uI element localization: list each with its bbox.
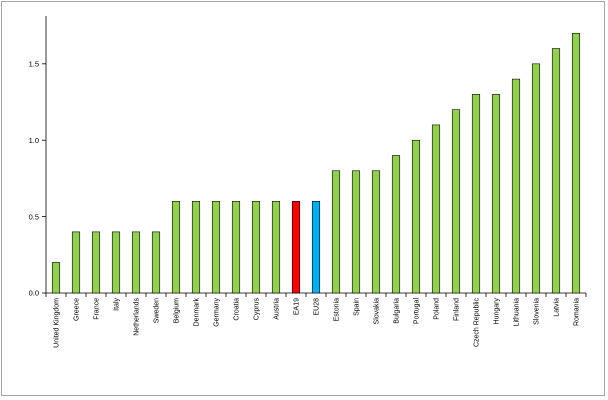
x-category-label: Greece — [74, 298, 81, 321]
x-category-label: Czech Republic — [474, 298, 481, 348]
x-category-label: Latvia — [554, 298, 561, 317]
bar-austria — [271, 201, 281, 294]
x-category-label: Belgium — [174, 298, 181, 323]
bar-finland — [451, 109, 461, 294]
bar-united-kingdom — [51, 262, 61, 294]
x-category-label: Romania — [574, 298, 581, 326]
y-tick-label: 0.5 — [29, 212, 39, 221]
bar-portugal — [411, 139, 421, 294]
bar-greece — [71, 231, 81, 294]
x-category-label: Hungary — [494, 298, 501, 325]
bar-germany — [211, 201, 221, 294]
bar-italy — [111, 231, 121, 294]
bar-belgium — [171, 201, 181, 294]
x-category-label: Germany — [214, 298, 221, 327]
bar-denmark — [191, 201, 201, 294]
x-category-label: EU28 — [314, 298, 321, 316]
bar-poland — [431, 124, 441, 294]
x-category-label: Slovenia — [534, 298, 541, 325]
bar-france — [91, 231, 101, 294]
bar-cyprus — [251, 201, 261, 294]
x-category-label: Poland — [434, 298, 441, 320]
bar-lithuania — [511, 78, 521, 294]
x-category-label: Finland — [454, 298, 461, 321]
bar-bulgaria — [391, 155, 401, 294]
x-category-label: Bulgaria — [394, 298, 401, 324]
bar-eu28 — [311, 201, 321, 294]
x-category-label: Slovakia — [374, 298, 381, 325]
x-category-label: Estonia — [334, 298, 341, 321]
bar-czech-republic — [471, 94, 481, 294]
bar-netherlands — [131, 231, 141, 294]
bar-sweden — [151, 231, 161, 294]
bar-romania — [571, 32, 581, 294]
y-tick-label: 0.0 — [29, 289, 39, 298]
bar-croatia — [231, 201, 241, 294]
bar-ea19 — [291, 201, 301, 294]
x-category-label: Cyprus — [254, 298, 261, 321]
x-category-label: Portugal — [414, 298, 421, 325]
x-category-label: France — [94, 298, 101, 320]
x-category-label: Sweden — [154, 298, 161, 323]
x-category-label: Denmark — [194, 298, 201, 327]
x-category-label: Spain — [354, 298, 361, 316]
bar-slovenia — [531, 63, 541, 294]
x-category-label: Austria — [274, 298, 281, 320]
y-tick-label: 1.0 — [29, 136, 39, 145]
x-category-label: EA19 — [294, 298, 301, 315]
bar-estonia — [331, 170, 341, 294]
bar-latvia — [551, 48, 561, 294]
x-category-label: United Kingdom — [54, 298, 61, 348]
bar-spain — [351, 170, 361, 294]
bar-hungary — [491, 94, 501, 294]
bar-slovakia — [371, 170, 381, 294]
y-tick-label: 1.5 — [29, 60, 39, 69]
x-category-label: Croatia — [234, 298, 241, 321]
x-category-label: Lithuania — [514, 298, 521, 327]
x-category-label: Italy — [114, 298, 121, 311]
x-category-label: Netherlands — [134, 298, 141, 336]
